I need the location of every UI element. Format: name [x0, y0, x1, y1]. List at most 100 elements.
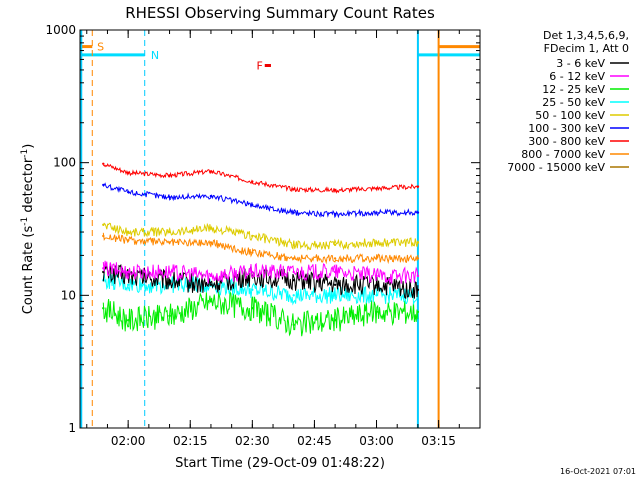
y-axis: 1 10 100 1000 [45, 23, 480, 435]
legend: Det 1,3,4,5,6,9, FDecim 1, Att 0 3 - 6 k… [507, 29, 629, 174]
series-point-3-6-kev [292, 279, 295, 282]
series-point-800-7000-kev [333, 257, 337, 260]
series-point-100-300-kev [168, 195, 171, 199]
series-point-12-25-kev [168, 314, 171, 318]
series-point-100-300-kev [102, 183, 105, 187]
x-axis-label: Start Time (29-Oct-09 01:48:22) [175, 456, 385, 471]
y-tick-label: 1 [68, 421, 76, 435]
x-tick-label: 03:15 [421, 434, 456, 448]
series-point-50-100-kev [292, 243, 295, 247]
series-point-800-7000-kev [292, 257, 295, 260]
legend-label-25-50-kev: 25 - 50 keV [542, 96, 605, 109]
series-point-50-100-kev [251, 234, 254, 238]
series-point-300-800-kev [416, 185, 420, 188]
series-point-800-7000-kev [251, 251, 254, 254]
series-point-300-800-kev [333, 189, 337, 192]
series-point-12-25-kev [209, 300, 213, 303]
flag-label-s: S [97, 41, 104, 54]
series-point-300-800-kev [375, 187, 378, 190]
series-layer [102, 162, 420, 337]
series-line-12-25-kev [102, 290, 419, 337]
x-tick-label: 02:45 [297, 434, 332, 448]
plot-frame [79, 29, 481, 429]
series-line-50-100-kev [102, 222, 419, 251]
series-point-12-25-kev [416, 310, 420, 314]
series-point-100-300-kev [292, 211, 295, 214]
series-point-300-800-kev [168, 174, 171, 177]
flag-label-n: N [151, 49, 159, 62]
legend-label-300-800-kev: 300 - 800 keV [528, 135, 605, 148]
series-point-100-300-kev [375, 211, 378, 214]
y-axis-label: Count Rate (s-1 detector-1) [20, 144, 36, 315]
series-point-100-300-kev [251, 203, 254, 207]
series-point-50-100-kev [127, 230, 130, 234]
series-point-25-50-kev [251, 288, 254, 291]
legend-header-line-1: Det 1,3,4,5,6,9, [543, 29, 629, 42]
x-tick-label: 02:00 [111, 434, 146, 448]
series-point-6-12-kev [209, 274, 213, 278]
series-point-3-6-kev [168, 279, 171, 282]
series-point-100-300-kev [127, 190, 130, 194]
series-point-25-50-kev [333, 294, 337, 297]
x-tick-label: 03:00 [359, 434, 394, 448]
flag-label-f: F [256, 60, 262, 73]
series-line-6-12-kev [102, 260, 419, 284]
series-point-100-300-kev [333, 212, 337, 216]
series-point-6-12-kev [127, 270, 130, 274]
series-point-300-800-kev [292, 188, 295, 191]
legend-label-3-6-kev: 3 - 6 keV [556, 57, 605, 70]
instrument-state-flags: S N F [80, 41, 480, 73]
series-point-12-25-kev [102, 307, 105, 310]
series-point-800-7000-kev [102, 234, 105, 238]
series-point-3-6-kev [375, 283, 378, 286]
series-point-300-800-kev [251, 180, 254, 183]
series-point-50-100-kev [102, 223, 105, 226]
series-point-100-300-kev [416, 211, 420, 214]
legend-label-12-25-kev: 12 - 25 keV [542, 83, 605, 96]
series-point-300-800-kev [127, 171, 130, 174]
series-point-800-7000-kev [416, 257, 420, 260]
series-point-50-100-kev [333, 243, 337, 247]
series-point-100-300-kev [209, 194, 213, 198]
series-point-300-800-kev [102, 162, 105, 165]
series-point-6-12-kev [416, 274, 420, 278]
series-line-100-300-kev [102, 182, 419, 219]
generation-timestamp: 16-Oct-2021 07:01 [560, 467, 636, 476]
y-tick-label: 100 [53, 156, 76, 170]
series-point-6-12-kev [168, 270, 171, 274]
legend-label-6-12-kev: 6 - 12 keV [549, 70, 605, 83]
legend-label-50-100-kev: 50 - 100 keV [535, 109, 605, 122]
legend-header-line-2: FDecim 1, Att 0 [544, 42, 629, 55]
series-point-12-25-kev [127, 319, 130, 322]
series-point-300-800-kev [209, 170, 213, 173]
series-point-6-12-kev [292, 270, 295, 274]
series-point-12-25-kev [251, 307, 254, 310]
series-point-50-100-kev [375, 241, 378, 244]
series-point-800-7000-kev [209, 241, 213, 244]
series-line-800-7000-kev [102, 232, 419, 265]
series-point-50-100-kev [416, 241, 420, 244]
series-point-3-6-kev [209, 283, 213, 286]
legend-label-7000-15000-kev: 7000 - 15000 keV [507, 161, 605, 174]
series-point-25-50-kev [375, 294, 378, 297]
y-tick-label: 1000 [45, 23, 76, 37]
series-point-12-25-kev [375, 310, 378, 314]
series-point-12-25-kev [292, 323, 295, 326]
series-point-3-6-kev [416, 288, 420, 291]
series-point-50-100-kev [168, 230, 171, 234]
series-point-25-50-kev [292, 294, 295, 297]
x-tick-label: 02:15 [173, 434, 208, 448]
series-point-6-12-kev [333, 270, 337, 274]
series-point-800-7000-kev [168, 241, 171, 244]
series-point-800-7000-kev [375, 257, 378, 260]
series-point-50-100-kev [209, 227, 213, 230]
x-axis: 02:00 02:15 02:30 02:45 03:00 03:15 [86, 30, 481, 448]
series-point-6-12-kev [375, 274, 378, 278]
series-point-6-12-kev [251, 270, 254, 274]
legend-label-100-300-kev: 100 - 300 keV [528, 122, 605, 135]
chart-title: RHESSI Observing Summary Count Rates [125, 4, 435, 22]
y-tick-label: 10 [61, 288, 76, 302]
